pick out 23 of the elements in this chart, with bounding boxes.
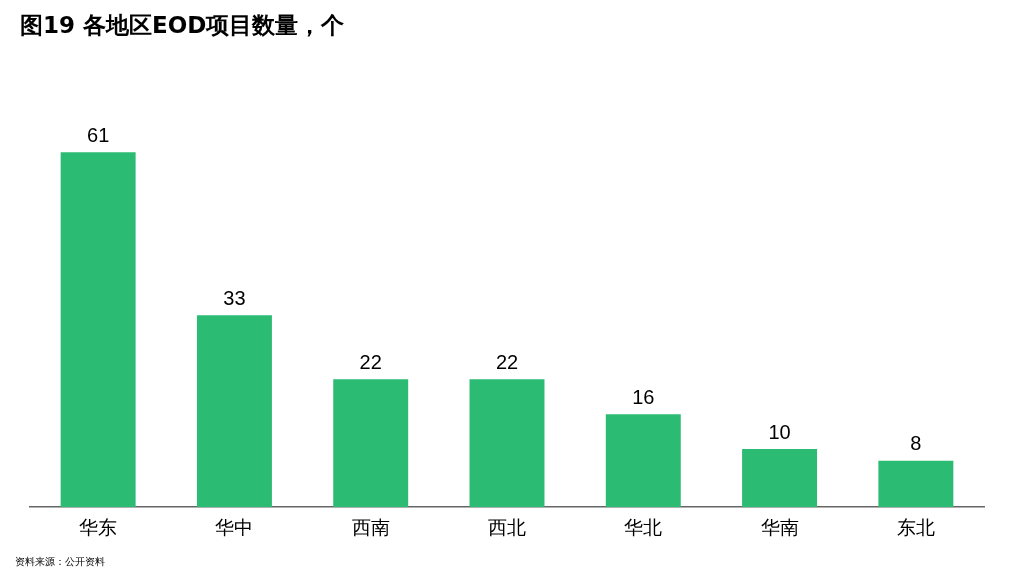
- data-label: 10: [768, 420, 791, 443]
- bar: [878, 460, 954, 508]
- x-tick-label: 西南: [351, 515, 390, 538]
- data-label: 16: [632, 385, 655, 408]
- bar: [469, 379, 545, 508]
- bar: [333, 379, 409, 508]
- text: 资料来源：公开资料: [15, 555, 105, 569]
- data-label: 8: [910, 432, 922, 455]
- x-tick-label: 华北: [624, 515, 663, 538]
- data-label: 22: [495, 350, 519, 373]
- data-label: 61: [87, 123, 110, 146]
- bar: [196, 315, 272, 508]
- bar: [605, 414, 681, 508]
- x-tick-label: 华中: [215, 515, 254, 538]
- data-label: 22: [359, 350, 382, 373]
- data-label: 33: [223, 286, 246, 309]
- x-tick-label: 华南: [760, 515, 799, 538]
- chart-title: 图19 各地区EOD项目数量，个: [20, 11, 345, 40]
- bar: [742, 449, 818, 508]
- x-tick-label: 西北: [488, 515, 526, 538]
- bar: [60, 152, 136, 508]
- x-tick-label: 东北: [896, 515, 935, 538]
- x-tick-label: 华东: [79, 515, 118, 538]
